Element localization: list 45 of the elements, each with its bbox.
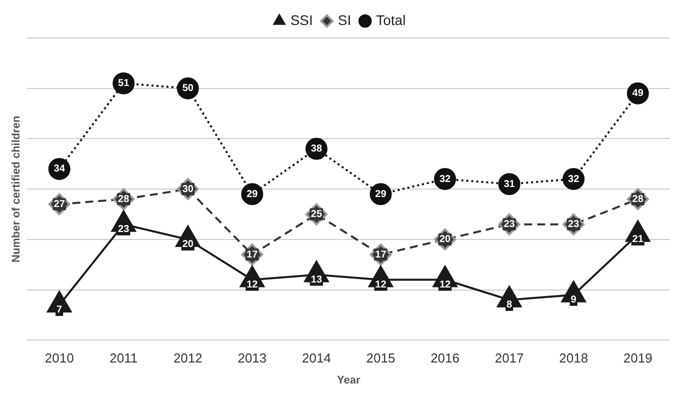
data-label: 20 <box>439 234 452 246</box>
data-label: 23 <box>118 224 130 236</box>
data-label: 21 <box>632 234 644 246</box>
data-label: 32 <box>439 174 452 185</box>
data-label: 7 <box>56 304 63 316</box>
data-label: 28 <box>632 194 644 205</box>
legend-label: SSI <box>290 12 313 28</box>
data-label: 27 <box>54 198 66 210</box>
legend-label: SI <box>338 12 352 28</box>
data-label: 30 <box>182 184 194 195</box>
data-label: 34 <box>54 164 66 175</box>
data-label: 28 <box>118 194 130 205</box>
x-tick-label: 2010 <box>44 350 74 366</box>
x-tick-label: 2016 <box>430 350 460 366</box>
data-label: 23 <box>504 219 516 230</box>
x-tick-label: 2014 <box>302 350 331 366</box>
data-label: 49 <box>632 88 644 100</box>
data-label: 17 <box>375 249 387 260</box>
x-tick-label: 2011 <box>110 350 138 366</box>
data-label: 8 <box>506 300 513 311</box>
data-label: 29 <box>375 188 387 200</box>
data-label: 25 <box>310 209 322 220</box>
data-label: 29 <box>246 188 258 200</box>
y-axis-title: Number of certified children <box>10 115 23 262</box>
data-label: 31 <box>504 178 516 190</box>
x-tick-label: 2017 <box>494 350 524 366</box>
data-label: 51 <box>118 78 130 90</box>
data-label: 12 <box>246 280 258 291</box>
x-tick-label: 2018 <box>559 350 588 366</box>
legend-label: Total <box>376 12 406 28</box>
data-label: 50 <box>182 83 194 94</box>
x-tick-label: 2013 <box>238 350 267 366</box>
data-label: 12 <box>375 280 387 291</box>
data-label: 12 <box>439 280 452 291</box>
data-label: 20 <box>182 239 194 250</box>
x-axis-title: Year <box>336 374 361 386</box>
data-label: 23 <box>568 219 580 230</box>
data-label: 13 <box>310 274 322 286</box>
data-label: 17 <box>246 249 258 260</box>
data-label: 38 <box>310 144 322 155</box>
data-label: 32 <box>568 174 580 185</box>
x-tick-label: 2012 <box>173 350 202 366</box>
x-tick-label: 2019 <box>623 350 652 366</box>
data-label: 9 <box>570 294 577 306</box>
x-tick-label: 2015 <box>366 350 396 366</box>
